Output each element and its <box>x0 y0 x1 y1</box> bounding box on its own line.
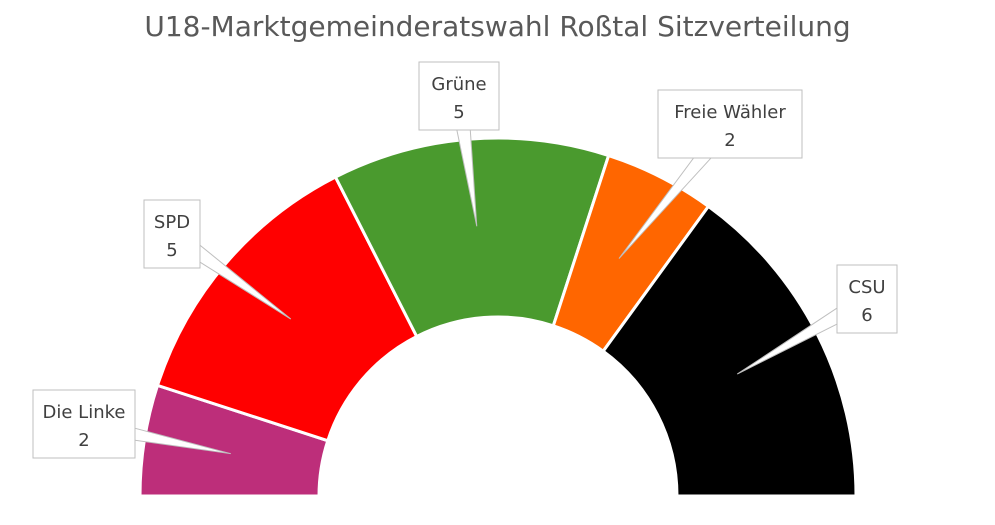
data-label-gruene: Grüne 5 <box>418 61 500 227</box>
data-label-value: 5 <box>453 102 464 123</box>
chart-title: U18-Marktgemeinderatswahl Roßtal Sitzver… <box>144 10 851 43</box>
data-label-spd: SPD 5 <box>143 199 292 320</box>
data-label-value: 5 <box>166 240 177 261</box>
data-label-name: CSU <box>848 277 885 298</box>
data-label-name: SPD <box>154 212 190 233</box>
data-label-freie-waehler: Freie Wähler 2 <box>618 89 803 259</box>
data-label-die-linke: Die Linke 2 <box>32 389 231 459</box>
slices <box>138 136 858 498</box>
data-label-value: 2 <box>78 430 89 451</box>
data-labels: Die Linke 2 SPD 5 Grüne 5 Freie Wähler 2 CSU 6 <box>32 61 898 459</box>
slice-spd <box>155 175 419 443</box>
slice-gruene <box>333 136 611 339</box>
slice-csu <box>601 204 858 498</box>
data-label-value: 6 <box>861 305 872 326</box>
callout-box <box>657 89 803 159</box>
data-label-value: 2 <box>724 130 735 151</box>
data-label-name: Die Linke <box>43 402 126 423</box>
data-label-name: Grüne <box>431 74 486 95</box>
data-label-name: Freie Wähler <box>674 102 786 123</box>
data-label-csu: CSU 6 <box>736 264 898 375</box>
